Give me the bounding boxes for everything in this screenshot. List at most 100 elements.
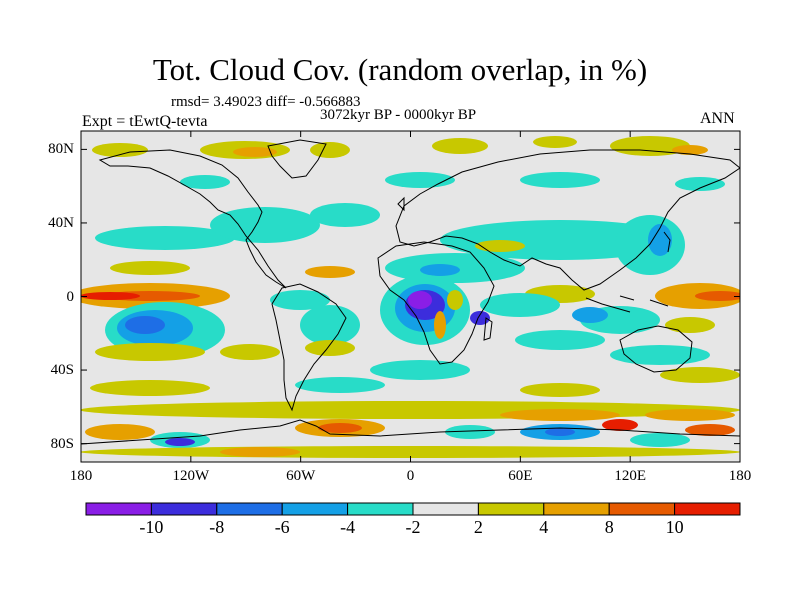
map-title: Tot. Cloud Cov. (random overlap, in %): [152, 52, 648, 87]
anomaly-patch: [270, 290, 330, 310]
anomaly-patch: [445, 425, 495, 439]
anomaly-patch: [110, 261, 190, 275]
anomaly-patch: [434, 311, 446, 339]
anomaly-patch: [220, 344, 280, 360]
anomaly-patch: [220, 447, 300, 457]
anomaly-patch: [545, 428, 575, 436]
colorbar-bin: [347, 502, 414, 516]
colorbar-tick-label: -4: [340, 517, 356, 537]
lon-tick-label: 120E: [614, 468, 646, 484]
season-label: ANN: [700, 110, 735, 127]
anomaly-patch: [475, 240, 525, 252]
coastline-south-america: [271, 283, 347, 412]
axis-ticks: [80, 131, 741, 462]
anomaly-patch: [95, 226, 235, 250]
colorbar-bin: [85, 502, 152, 516]
anomaly-patch: [300, 305, 360, 345]
anomaly-patch: [310, 203, 380, 227]
lon-tick-label: 60E: [508, 468, 533, 484]
anomaly-patch: [572, 307, 608, 323]
colorbar-bin: [674, 502, 741, 516]
anomaly-patch: [695, 291, 740, 301]
anomaly-patch: [370, 360, 470, 380]
colorbar-tick-label: -8: [209, 517, 225, 537]
coastline-madagascar: [483, 317, 493, 341]
anomaly-patch: [81, 401, 740, 419]
anomaly-patch: [408, 291, 432, 309]
lon-tick-label: 0: [406, 468, 415, 484]
anomaly-patch: [672, 145, 708, 155]
anomaly-patch: [295, 377, 385, 393]
cloud-anomaly-field: [81, 136, 740, 458]
lon-tick-label: 120W: [172, 468, 210, 484]
anomaly-patch: [125, 316, 165, 334]
lat-tick-label: 40S: [50, 362, 74, 379]
colorbar-bin: [608, 502, 676, 516]
anomaly-patch: [233, 147, 277, 157]
lon-tick-label: 180: [728, 468, 752, 484]
anomaly-patch: [660, 367, 740, 383]
anomaly-patch: [81, 292, 140, 300]
anomaly-patch: [85, 424, 155, 440]
colorbar-bin: [477, 502, 545, 516]
anomaly-patch: [90, 380, 210, 396]
anomaly-patch: [305, 266, 355, 278]
colorbar: [85, 502, 741, 516]
anomaly-patch: [305, 340, 355, 356]
colorbar-tick-label: -10: [139, 517, 164, 537]
anomaly-patch: [610, 345, 710, 365]
anomaly-patch: [645, 409, 735, 421]
anomaly-patch: [447, 290, 463, 310]
coastline-indonesia: [585, 295, 669, 313]
anomaly-patch: [470, 311, 490, 325]
anomaly-patch: [420, 264, 460, 276]
anomaly-patch: [665, 317, 715, 333]
colorbar-bin: [543, 502, 610, 516]
experiment-label: Expt = tEwtQ-tevta: [82, 113, 208, 130]
colorbar-tick-label: -6: [274, 517, 290, 537]
coastline-greenland: [267, 139, 327, 179]
anomaly-patch: [610, 136, 690, 156]
coastline-eurasia: [395, 149, 740, 291]
coastline-japan: [663, 231, 671, 253]
anomaly-patch: [515, 330, 605, 350]
colorbar-bin: [216, 502, 283, 516]
anomaly-patch: [533, 136, 577, 148]
colorbar-tick-label: 10: [665, 517, 684, 537]
colorbar-tick-label: 8: [604, 517, 614, 537]
colorbar-tick-label: -2: [405, 517, 421, 537]
anomaly-patch: [520, 383, 600, 397]
anomaly-patch: [210, 207, 320, 243]
lat-tick-label: 80N: [48, 141, 74, 158]
anomaly-patch: [165, 438, 195, 446]
lat-tick-label: 80S: [50, 435, 74, 452]
anomaly-patch: [685, 424, 735, 436]
colorbar-bin: [150, 502, 218, 516]
colorbar-bin: [281, 502, 349, 516]
period-label: 3072kyr BP - 0000kyr BP: [320, 107, 477, 123]
coastline-africa: [377, 241, 495, 365]
colorbar-tick-label: 2: [473, 517, 483, 537]
lon-tick-label: 180: [69, 468, 93, 484]
colorbar-tick-label: 4: [539, 517, 549, 537]
anomaly-patch: [630, 433, 690, 447]
coastline-antarctica: [81, 419, 740, 445]
coastlines: [81, 139, 740, 445]
anomaly-patch: [180, 175, 230, 189]
anomaly-patch: [95, 343, 205, 361]
anomaly-patch: [500, 409, 620, 421]
stats-label: rmsd= 3.49023 diff= -0.566883: [171, 94, 361, 110]
anomaly-patch: [432, 138, 488, 154]
anomaly-patch: [318, 423, 362, 433]
anomaly-patch: [92, 143, 148, 157]
coastline-uk: [397, 196, 405, 212]
lon-tick-label: 60W: [286, 468, 316, 484]
anomaly-patch: [480, 293, 560, 317]
anomaly-patch: [602, 419, 638, 431]
anomaly-patch: [385, 172, 455, 188]
coastline-australia: [619, 325, 693, 373]
anomaly-patch: [648, 224, 672, 256]
anomaly-patch: [520, 172, 600, 188]
lat-tick-label: 0: [66, 288, 75, 305]
anomaly-patch: [310, 142, 350, 158]
